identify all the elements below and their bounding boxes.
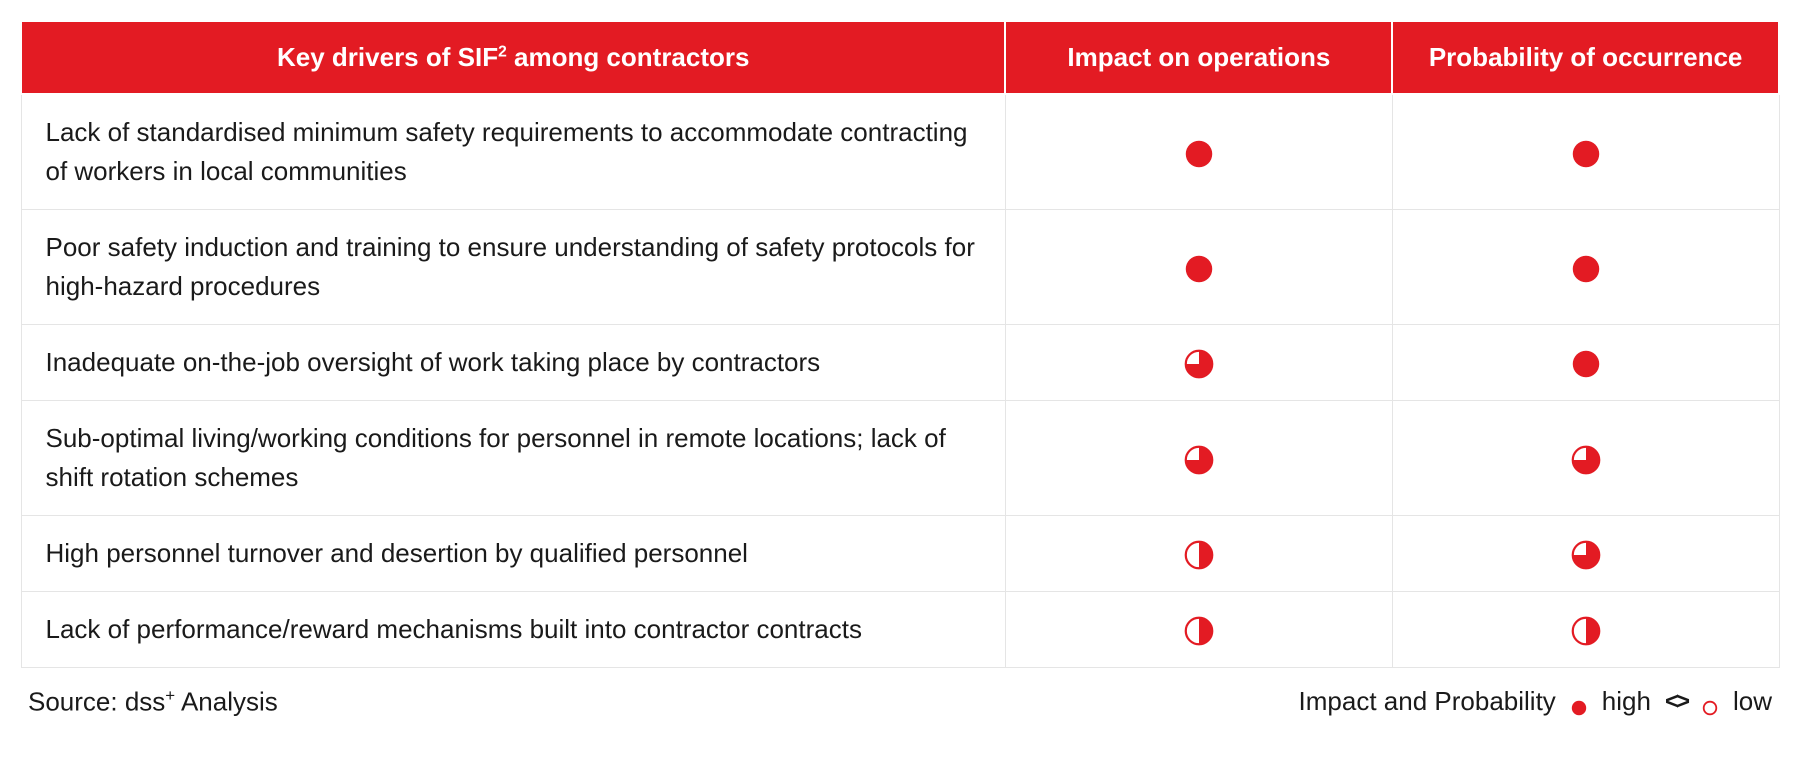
impact-cell [1005,401,1392,516]
source-suffix: Analysis [175,687,278,717]
probability-cell [1392,401,1779,516]
table-row: Poor safety induction and training to en… [21,210,1779,325]
table-row: High personnel turnover and desertion by… [21,516,1779,592]
impact-cell [1005,592,1392,668]
legend-low-dot [1701,693,1719,711]
impact-cell [1005,94,1392,210]
header-driver-text: Key drivers of SIF2 among contractors [277,42,749,72]
legend-low-text: low [1733,686,1772,717]
driver-cell: Sub-optimal living/working conditions fo… [21,401,1005,516]
harvey-ball-icon [1184,139,1214,169]
harvey-ball-icon [1184,616,1214,646]
harvey-ball-icon [1571,349,1601,379]
legend-high-dot [1570,693,1588,711]
header-impact: Impact on operations [1005,21,1392,94]
driver-cell: High personnel turnover and desertion by… [21,516,1005,592]
probability-cell [1392,516,1779,592]
harvey-ball-icon [1571,254,1601,284]
harvey-ball-icon [1184,254,1214,284]
table-row: Lack of standardised minimum safety requ… [21,94,1779,210]
source-prefix: Source: dss [28,687,165,717]
table-row: Lack of performance/reward mechanisms bu… [21,592,1779,668]
header-row: Key drivers of SIF2 among contractors Im… [21,21,1779,94]
table-container: Key drivers of SIF2 among contractors Im… [20,20,1780,718]
legend-label: Impact and Probability [1299,686,1556,717]
table-row: Sub-optimal living/working conditions fo… [21,401,1779,516]
header-driver: Key drivers of SIF2 among contractors [21,21,1005,94]
harvey-ball-icon [1571,540,1601,570]
source-sup: + [165,686,175,705]
driver-cell: Inadequate on-the-job oversight of work … [21,325,1005,401]
driver-cell: Poor safety induction and training to en… [21,210,1005,325]
impact-cell [1005,325,1392,401]
probability-cell [1392,210,1779,325]
driver-cell: Lack of performance/reward mechanisms bu… [21,592,1005,668]
table-body: Lack of standardised minimum safety requ… [21,94,1779,668]
header-probability: Probability of occurrence [1392,21,1779,94]
legend-high-text: high [1602,686,1651,717]
harvey-ball-icon [1571,139,1601,169]
impact-cell [1005,516,1392,592]
probability-cell [1392,94,1779,210]
harvey-ball-icon [1571,616,1601,646]
harvey-ball-icon [1184,445,1214,475]
harvey-ball-icon [1184,540,1214,570]
harvey-ball-icon [1571,445,1601,475]
legend-arrows-icon: <> [1665,688,1687,716]
probability-cell [1392,592,1779,668]
table-row: Inadequate on-the-job oversight of work … [21,325,1779,401]
impact-cell [1005,210,1392,325]
driver-cell: Lack of standardised minimum safety requ… [21,94,1005,210]
probability-cell [1392,325,1779,401]
table-footer: Source: dss+ Analysis Impact and Probabi… [20,668,1780,718]
legend: Impact and Probability high <> low [1299,686,1772,717]
sif-drivers-table: Key drivers of SIF2 among contractors Im… [20,20,1780,668]
harvey-ball-icon [1184,349,1214,379]
source-attribution: Source: dss+ Analysis [28,686,278,718]
